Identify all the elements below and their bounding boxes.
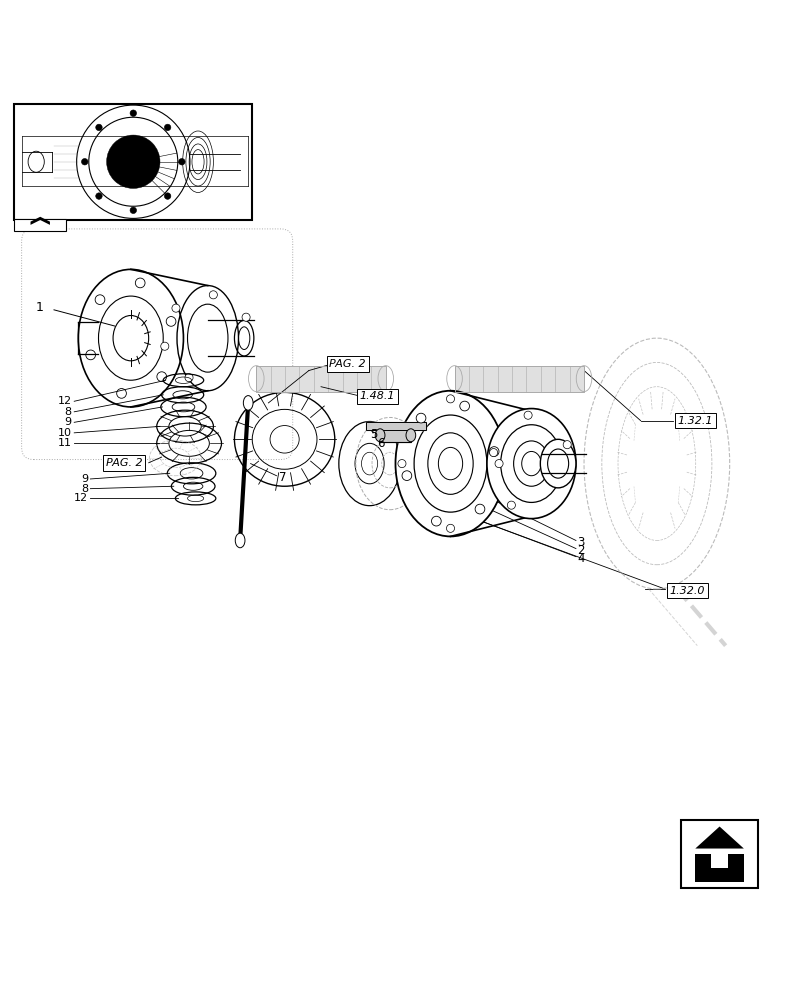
Ellipse shape: [521, 451, 540, 476]
Circle shape: [507, 501, 515, 509]
Circle shape: [81, 159, 88, 165]
Circle shape: [172, 304, 180, 312]
Circle shape: [431, 516, 440, 526]
Text: 8: 8: [65, 407, 71, 417]
Ellipse shape: [243, 396, 253, 410]
Ellipse shape: [375, 429, 384, 442]
Text: PAG. 2: PAG. 2: [329, 359, 366, 369]
Circle shape: [166, 317, 176, 326]
Ellipse shape: [406, 429, 415, 442]
Text: 1.32.0: 1.32.0: [669, 586, 705, 596]
Polygon shape: [365, 422, 426, 430]
Circle shape: [489, 449, 497, 457]
Circle shape: [106, 135, 160, 188]
Ellipse shape: [438, 447, 462, 480]
Circle shape: [446, 395, 454, 403]
Circle shape: [563, 441, 571, 449]
Ellipse shape: [235, 533, 245, 548]
Bar: [680, 820, 757, 888]
Circle shape: [157, 372, 166, 382]
Ellipse shape: [414, 415, 487, 512]
Text: 7: 7: [279, 471, 286, 484]
Ellipse shape: [513, 441, 548, 486]
Text: 5: 5: [370, 428, 377, 441]
Text: 3: 3: [577, 536, 584, 549]
Bar: [454, 366, 583, 392]
Circle shape: [95, 295, 105, 305]
Circle shape: [495, 460, 503, 468]
Circle shape: [117, 389, 127, 398]
Circle shape: [446, 524, 454, 532]
Circle shape: [489, 447, 499, 456]
Circle shape: [459, 401, 469, 411]
Text: 12: 12: [74, 493, 88, 503]
Text: 8: 8: [81, 484, 88, 494]
Circle shape: [164, 193, 170, 199]
Text: 1.48.1: 1.48.1: [359, 391, 395, 401]
Text: PAG. 2: PAG. 2: [106, 458, 143, 468]
Ellipse shape: [547, 449, 568, 478]
Circle shape: [209, 291, 217, 299]
Polygon shape: [694, 854, 743, 882]
Polygon shape: [31, 217, 50, 225]
Text: 1.32.1: 1.32.1: [677, 416, 713, 426]
Circle shape: [86, 350, 96, 360]
Text: 12: 12: [58, 396, 71, 406]
Text: 10: 10: [58, 428, 71, 438]
Text: 4: 4: [577, 552, 585, 565]
Ellipse shape: [427, 433, 473, 494]
Circle shape: [96, 193, 102, 199]
Circle shape: [474, 504, 484, 514]
Bar: [365, 422, 426, 430]
Circle shape: [242, 313, 250, 321]
Polygon shape: [454, 366, 583, 392]
Polygon shape: [694, 827, 743, 849]
Ellipse shape: [395, 391, 505, 536]
Bar: [380, 429, 410, 442]
Text: 2: 2: [577, 544, 585, 557]
Circle shape: [161, 342, 169, 350]
Circle shape: [135, 278, 145, 288]
Text: 11: 11: [58, 438, 71, 448]
Circle shape: [416, 413, 426, 423]
Text: 1: 1: [36, 301, 44, 314]
Polygon shape: [256, 366, 385, 392]
Polygon shape: [380, 429, 410, 442]
Circle shape: [164, 124, 170, 131]
Bar: [14, 104, 252, 220]
Ellipse shape: [539, 439, 575, 488]
Ellipse shape: [500, 425, 561, 502]
Circle shape: [397, 460, 406, 468]
Ellipse shape: [487, 409, 575, 519]
Circle shape: [401, 471, 411, 480]
Circle shape: [523, 411, 531, 419]
Circle shape: [185, 374, 193, 382]
Circle shape: [96, 124, 102, 131]
Circle shape: [178, 159, 185, 165]
Circle shape: [130, 110, 136, 116]
Circle shape: [130, 207, 136, 214]
Bar: [256, 366, 385, 392]
Text: 9: 9: [81, 474, 88, 484]
Text: 9: 9: [65, 417, 71, 427]
Text: 6: 6: [376, 437, 384, 450]
Bar: [14, 219, 66, 231]
